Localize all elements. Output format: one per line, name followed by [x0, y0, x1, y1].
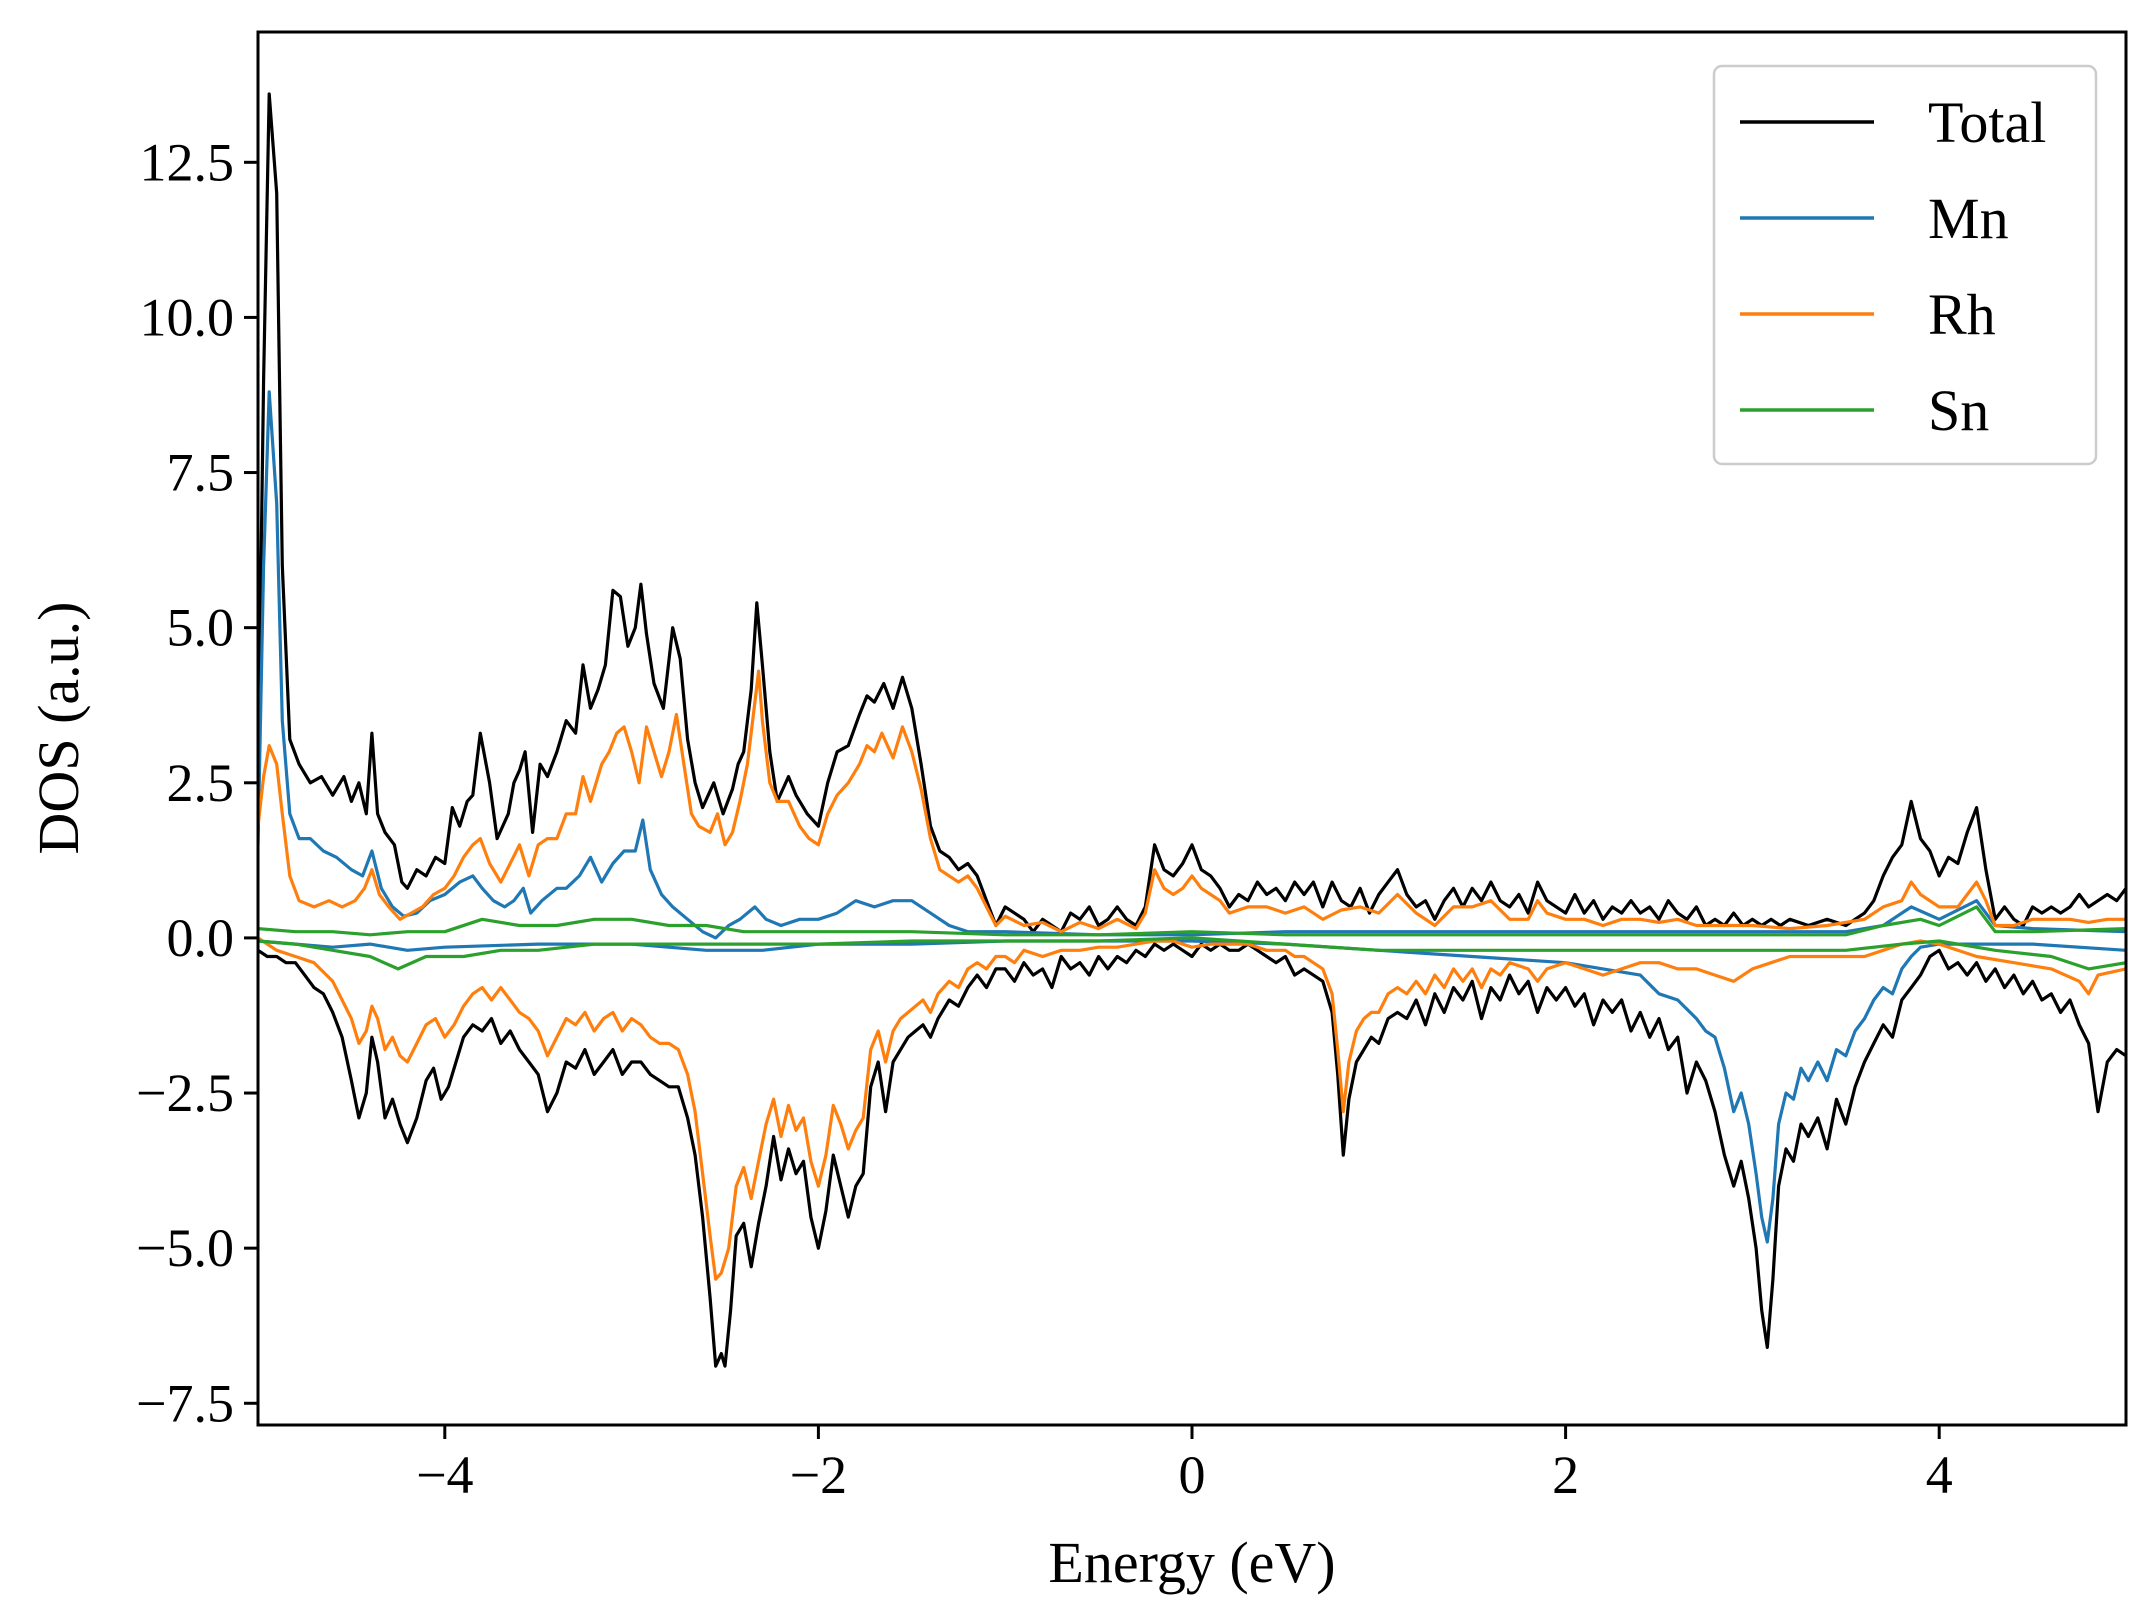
- x-tick-label: 4: [1926, 1445, 1953, 1505]
- y-tick-label: 2.5: [167, 753, 235, 813]
- y-tick-label: −5.0: [136, 1218, 234, 1278]
- y-tick-label: 7.5: [167, 443, 235, 503]
- legend-label-total: Total: [1928, 90, 2046, 155]
- legend: Total Mn Rh Sn: [1712, 64, 2098, 466]
- y-tick-label: −7.5: [136, 1373, 234, 1433]
- y-tick-label: −2.5: [136, 1063, 234, 1123]
- y-tick-label: 10.0: [140, 287, 235, 347]
- legend-label-rh: Rh: [1928, 282, 1996, 347]
- series-line-sn-spin-down: [258, 936, 2126, 971]
- series-line-total-spin-up: [258, 92, 2126, 934]
- x-tick-label: 2: [1552, 1445, 1579, 1505]
- y-axis-label: DOS (a.u.): [26, 602, 91, 855]
- x-tick-label: −4: [416, 1445, 473, 1505]
- x-axis: −4 −2 0 2 4: [416, 1425, 1953, 1505]
- y-axis: −7.5 −5.0 −2.5 0.0 2.5 5.0 7.5 10.0 12.5: [136, 132, 258, 1433]
- series-layer: [258, 92, 2126, 1368]
- legend-label-mn: Mn: [1928, 186, 2009, 251]
- series-line-sn-spin-up: [258, 905, 2126, 937]
- x-tick-label: −2: [790, 1445, 847, 1505]
- x-axis-label: Energy (eV): [1048, 1530, 1335, 1595]
- legend-label-sn: Sn: [1928, 378, 1989, 443]
- series-line-total-spin-down: [258, 942, 2126, 1368]
- y-tick-label: 5.0: [167, 598, 235, 658]
- x-tick-label: 0: [1179, 1445, 1206, 1505]
- series-line-mn-spin-up: [258, 390, 2126, 940]
- legend-frame: [1712, 64, 2098, 466]
- series-line-rh-spin-up: [258, 669, 2126, 934]
- y-tick-label: 12.5: [140, 132, 235, 192]
- series-line-rh-spin-down: [258, 936, 2126, 1281]
- y-tick-label: 0.0: [167, 908, 235, 968]
- series-line-mn-spin-down: [258, 939, 2126, 1244]
